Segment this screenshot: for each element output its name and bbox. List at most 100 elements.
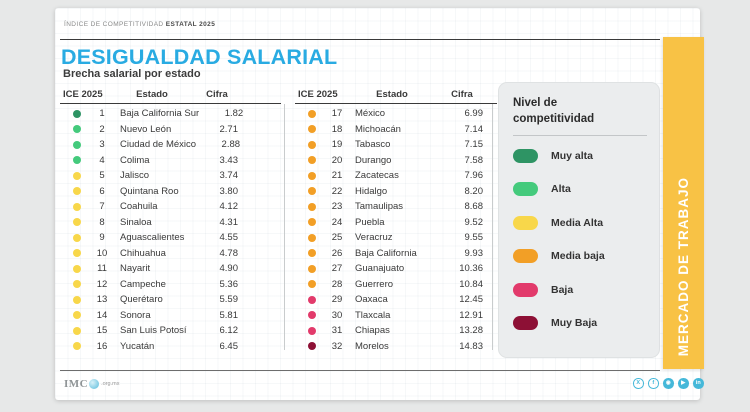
legend-item: Muy alta	[513, 148, 647, 163]
column-header-ice: ICE 2025	[298, 88, 338, 100]
table-row: 3 Ciudad de México 2.88	[60, 137, 240, 153]
cifra-value: 5.59	[219, 294, 239, 306]
rank-value: 29	[331, 294, 343, 306]
level-dot-icon	[308, 233, 316, 242]
state-name: Coahuila	[120, 201, 158, 213]
competitiveness-legend: Nivel de competitividad Muy alta Alta Medi…	[498, 82, 660, 358]
table-row: 17 México 6.99	[295, 106, 485, 122]
legend-label: Media Alta	[551, 216, 604, 229]
level-dot-icon	[73, 249, 81, 258]
state-name: Nayarit	[120, 263, 151, 275]
rank-value: 18	[331, 123, 343, 135]
cifra-value: 9.52	[464, 216, 484, 228]
cifra-value: 6.99	[464, 108, 484, 120]
instagram-icon[interactable]: ◉	[663, 378, 674, 389]
state-name: Quintana Roo	[120, 185, 179, 197]
state-name: Hidalgo	[355, 185, 388, 197]
rank-value: 7	[99, 201, 105, 213]
cifra-value: 6.45	[219, 340, 239, 352]
table-row: 27 Guanajuato 10.36	[295, 261, 485, 277]
cifra-value: 5.81	[219, 309, 239, 321]
table-row: 25 Veracruz 9.55	[295, 230, 485, 246]
footer-divider	[60, 370, 660, 371]
legend-swatch-icon	[513, 148, 538, 163]
state-name: México	[355, 108, 386, 120]
cifra-value: 7.58	[464, 154, 484, 166]
cifra-value: 2.71	[219, 123, 239, 135]
column-header-estado: Estado	[136, 88, 168, 100]
state-name: Colima	[120, 154, 150, 166]
rank-value: 13	[96, 294, 108, 306]
level-dot-icon	[73, 202, 81, 211]
legend-item: Alta	[513, 182, 647, 197]
table-row: 14 Sonora 5.81	[60, 308, 240, 324]
facebook-icon[interactable]: f	[648, 378, 659, 389]
legend-items: Muy alta Alta Media Alta Media baja Baja Muy …	[513, 148, 647, 331]
level-dot-icon	[308, 187, 316, 196]
cifra-value: 12.45	[459, 294, 483, 306]
table-row: 19 Tabasco 7.15	[295, 137, 485, 153]
level-dot-icon	[73, 187, 81, 196]
column-header-cifra: Cifra	[206, 88, 228, 100]
cifra-value: 2.88	[221, 139, 241, 151]
legend-divider	[513, 135, 647, 137]
level-dot-icon	[73, 295, 81, 304]
level-dot-icon	[73, 171, 81, 180]
rank-value: 8	[99, 216, 105, 228]
rank-value: 28	[331, 278, 343, 290]
level-dot-icon	[308, 109, 316, 118]
legend-swatch-icon	[513, 282, 538, 297]
table-row: 24 Puebla 9.52	[295, 215, 485, 231]
rank-table-right: ICE 2025 Estado Cifra 17 México 6.99 18 Mich…	[295, 87, 497, 354]
level-dot-icon	[73, 280, 81, 289]
table-header-left: ICE 2025 Estado Cifra	[60, 87, 240, 101]
rank-value: 23	[331, 201, 343, 213]
cifra-value: 5.36	[219, 278, 239, 290]
youtube-icon[interactable]: ▶	[678, 378, 689, 389]
cifra-value: 3.43	[219, 154, 239, 166]
rank-value: 2	[99, 123, 105, 135]
table-row: 29 Oaxaca 12.45	[295, 292, 485, 308]
state-name: Ciudad de México	[120, 139, 197, 151]
linkedin-icon[interactable]: in	[693, 378, 704, 389]
table-row: 5 Jalisco 3.74	[60, 168, 240, 184]
table-row: 32 Morelos 14.83	[295, 339, 485, 355]
state-name: Veracruz	[355, 232, 393, 244]
x-twitter-icon[interactable]: X	[633, 378, 644, 389]
column-header-estado: Estado	[376, 88, 408, 100]
level-dot-icon	[308, 202, 316, 211]
cifra-value: 12.91	[459, 309, 483, 321]
level-dot-icon	[308, 311, 316, 320]
state-name: Jalisco	[120, 170, 150, 182]
level-dot-icon	[308, 125, 316, 134]
cifra-value: 7.14	[464, 123, 484, 135]
cifra-value: 7.96	[464, 170, 484, 182]
table-header-rule	[295, 103, 497, 104]
legend-swatch-icon	[513, 316, 538, 331]
table-row: 16 Yucatán 6.45	[60, 339, 240, 355]
state-name: Yucatán	[120, 340, 155, 352]
table-row: 6 Quintana Roo 3.80	[60, 184, 240, 200]
state-name: Tlaxcala	[355, 309, 391, 321]
table-row: 31 Chiapas 13.28	[295, 323, 485, 339]
table-row: 28 Guerrero 10.84	[295, 277, 485, 293]
state-name: San Luis Potosí	[120, 325, 187, 337]
table-row: 1 Baja California Sur 1.82	[60, 106, 243, 122]
page-title: DESIGUALDAD SALARIAL	[61, 45, 338, 69]
cifra-value: 4.90	[219, 263, 239, 275]
cifra-value: 8.20	[464, 185, 484, 197]
table-row: 15 San Luis Potosí 6.12	[60, 323, 240, 339]
rank-value: 11	[97, 263, 107, 275]
rank-value: 31	[331, 325, 343, 337]
rank-table-left: ICE 2025 Estado Cifra 1 Baja California S…	[60, 87, 283, 354]
level-dot-icon	[73, 125, 81, 134]
level-dot-icon	[308, 264, 316, 273]
state-name: Michoacán	[355, 123, 401, 135]
table-row: 11 Nayarit 4.90	[60, 261, 240, 277]
rank-value: 24	[331, 216, 343, 228]
rank-value: 20	[331, 154, 343, 166]
state-name: Baja California Sur	[120, 108, 200, 120]
state-name: Aguascalientes	[120, 232, 185, 244]
rank-value: 16	[96, 340, 108, 352]
cifra-value: 1.82	[224, 108, 244, 120]
